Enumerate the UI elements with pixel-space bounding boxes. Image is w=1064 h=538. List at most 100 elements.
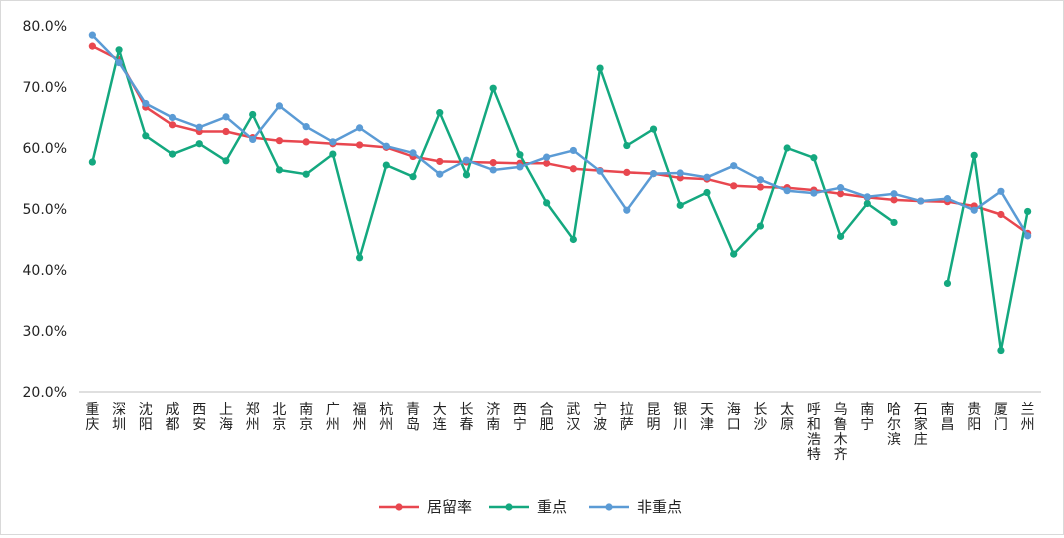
x-tick-label: 上海 [219,402,233,433]
data-point [970,151,978,159]
y-axis-labels: 20.0% 30.0% 40.0% 50.0% 60.0% 70.0% 80.0% [23,19,67,401]
data-point [462,156,471,164]
x-tick-label: 厦门 [994,402,1008,433]
data-point [302,123,310,131]
data-point [382,142,390,150]
data-point [676,169,684,177]
data-point [783,187,791,195]
data-point [569,165,577,173]
x-tick-label: 长春 [459,402,473,433]
data-point [195,140,203,148]
data-point [569,235,577,244]
data-point [249,110,257,119]
x-tick-label: 太原 [780,402,794,433]
x-tick-label: 北京 [272,402,286,433]
y-tick-label: 80.0% [23,19,67,35]
x-tick-label: 重庆 [85,402,99,433]
legend-swatch-marker [505,503,513,511]
x-tick-label: 南京 [299,402,313,433]
data-point [836,232,845,241]
data-point [302,170,310,178]
x-tick-label: 青岛 [406,402,420,433]
data-point [142,99,150,108]
series-line [91,34,1029,237]
x-tick-label: 福州 [353,402,367,433]
x-tick-label: 深圳 [112,402,126,433]
data-point [275,137,284,145]
data-point [703,173,711,181]
data-point [703,188,711,197]
series-line [91,44,1029,235]
y-tick-label: 70.0% [23,80,67,96]
data-point [917,197,925,205]
data-point [863,199,871,208]
data-point [836,184,845,192]
legend-item: 非重点 [589,498,682,516]
data-point [462,171,471,179]
x-tick-label: 乌鲁木齐 [834,402,848,463]
data-point [997,187,1005,195]
data-point [88,31,96,39]
legend-label: 非重点 [637,498,682,516]
x-tick-label: 银川 [673,402,687,433]
data-point [168,150,177,158]
x-axis-labels: 重庆深圳沈阳成都西安上海郑州北京南京广州福州杭州青岛大连长春济南西宁合肥武汉宁波… [85,401,1034,463]
x-tick-label: 西安 [192,402,206,433]
x-tick-label: 合肥 [540,402,554,433]
x-tick-label: 西宁 [513,402,527,433]
x-tick-label: 南昌 [940,402,954,433]
x-tick-label: 杭州 [379,402,393,433]
data-point [355,254,364,262]
x-tick-label: 海口 [727,402,741,433]
x-tick-label: 昆明 [647,402,661,433]
data-point [997,210,1005,219]
x-tick-label: 南宁 [860,402,874,433]
x-tick-label: 济南 [486,402,500,433]
data-point [596,64,604,72]
data-point [436,157,444,166]
data-point [168,113,177,122]
x-tick-label: 成都 [166,402,180,433]
data-point [88,42,96,50]
data-point [623,141,631,150]
y-tick-label: 20.0% [23,385,67,401]
data-point [649,170,658,178]
data-point [730,182,738,190]
data-point [436,109,444,117]
data-point [382,161,390,169]
x-tick-label: 沈阳 [139,402,153,433]
legend-swatch-marker [395,503,403,511]
data-point [222,157,230,165]
data-point [730,250,738,258]
data-point [142,132,150,140]
series-1 [88,46,1032,355]
data-point [409,173,417,181]
data-point [810,189,818,197]
data-point [1024,207,1032,216]
data-point [489,159,497,167]
x-tick-label: 天津 [700,402,714,433]
x-tick-label: 兰州 [1021,402,1035,433]
data-point [329,138,337,146]
legend-label: 重点 [537,498,567,516]
data-point [890,196,898,204]
data-point [730,162,738,170]
data-point [596,167,604,175]
data-point [890,218,898,227]
x-tick-label: 宁波 [593,401,607,433]
data-point [436,170,444,178]
x-tick-label: 贵阳 [967,402,981,433]
data-point [676,201,684,209]
data-point [890,190,898,198]
data-point [836,190,845,198]
data-point [355,124,364,132]
data-point [863,193,871,201]
data-point [543,199,551,207]
data-point [943,195,952,203]
data-point [1024,232,1032,240]
data-point [543,153,551,161]
data-point [409,149,417,157]
legend-item: 重点 [489,498,567,516]
y-tick-label: 40.0% [23,263,67,279]
data-point [222,127,230,136]
